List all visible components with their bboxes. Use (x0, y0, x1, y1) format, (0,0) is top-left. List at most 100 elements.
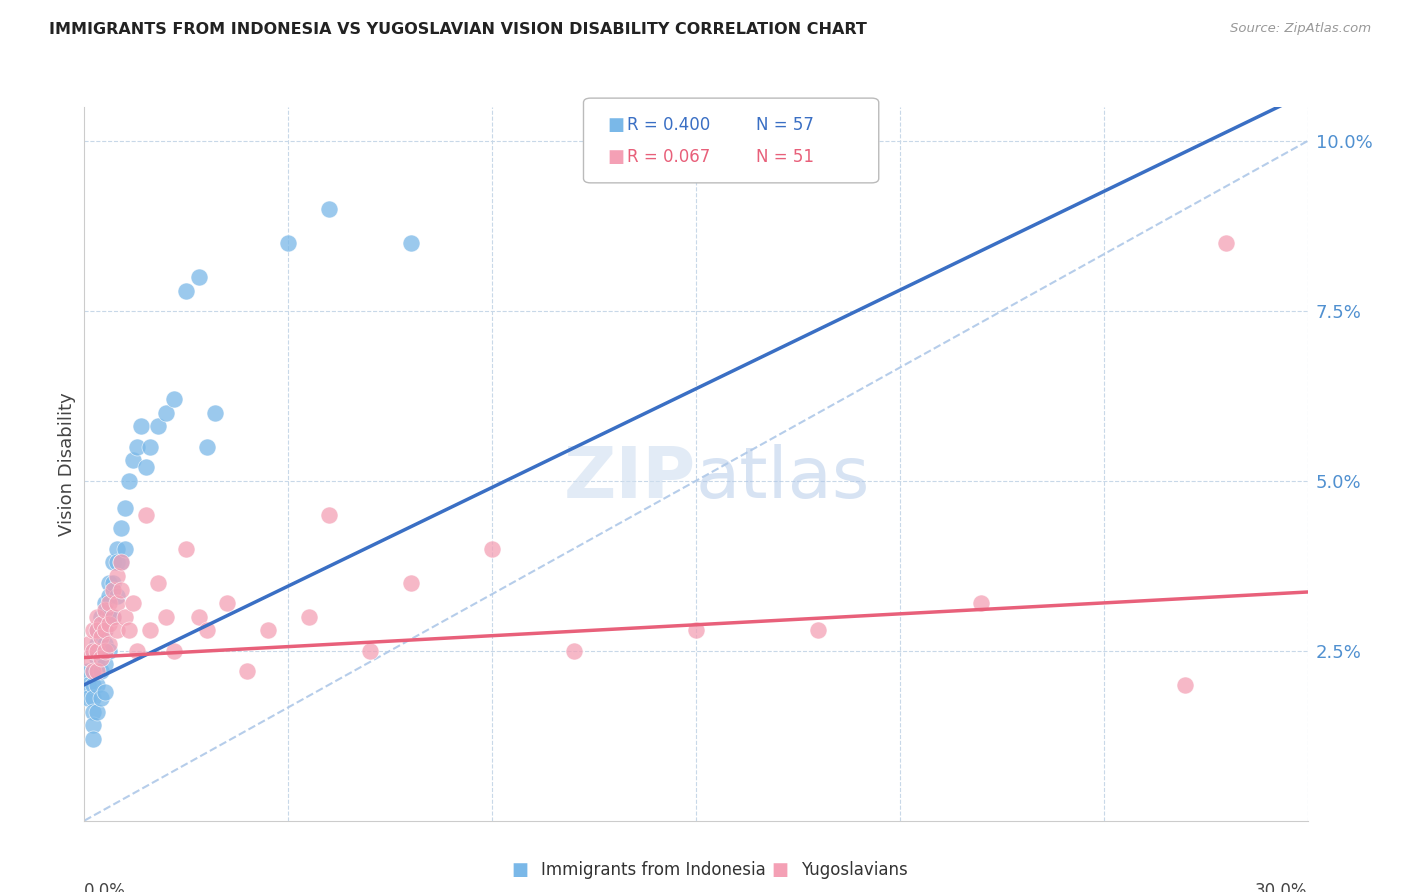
Point (97, 616, 120, 631)
Point (82, 664, 104, 678)
Point (86, 624, 108, 638)
Point (90, 624, 112, 638)
Point (163, 644, 186, 658)
Point (138, 624, 160, 638)
Point (138, 440, 160, 454)
Point (90, 644, 112, 658)
Point (93, 609, 115, 624)
Point (174, 541, 197, 556)
Text: atlas: atlas (696, 443, 870, 513)
Point (86, 644, 108, 658)
Point (277, 235, 299, 250)
Text: ■: ■ (772, 861, 789, 879)
Point (110, 521, 132, 535)
Text: Source: ZipAtlas.com: Source: ZipAtlas.com (1230, 22, 1371, 36)
Point (97, 590, 120, 604)
Point (318, 202, 340, 216)
Point (562, 644, 585, 658)
Text: Immigrants from Indonesia: Immigrants from Indonesia (541, 861, 766, 879)
Point (101, 582, 124, 597)
Point (195, 624, 218, 638)
Point (399, 235, 422, 250)
Point (135, 508, 157, 522)
Point (101, 609, 124, 624)
Point (86, 705, 108, 719)
Point (86, 650, 108, 665)
Point (93, 684, 115, 698)
Point (90, 616, 112, 631)
Point (236, 664, 259, 678)
Point (155, 406, 177, 420)
Point (82, 624, 104, 638)
Y-axis label: Vision Disability: Vision Disability (58, 392, 76, 536)
Point (1174, 678, 1197, 692)
Point (82, 691, 104, 706)
Point (86, 624, 108, 638)
Point (118, 624, 141, 638)
Point (105, 541, 128, 556)
Point (807, 624, 830, 638)
Point (105, 624, 128, 638)
Point (77, 637, 100, 651)
Text: ■: ■ (607, 148, 624, 166)
Point (82, 678, 104, 692)
Point (101, 555, 124, 569)
Point (93, 637, 115, 651)
Point (1215, 235, 1237, 250)
Point (77, 678, 100, 692)
Point (82, 705, 104, 719)
Point (135, 460, 157, 475)
Point (195, 440, 218, 454)
Point (93, 596, 115, 610)
Point (105, 569, 128, 583)
Point (90, 630, 112, 644)
Point (86, 609, 108, 624)
Point (82, 732, 104, 747)
Point (257, 624, 280, 638)
Point (77, 691, 100, 706)
Point (86, 664, 108, 678)
Point (82, 644, 104, 658)
Point (82, 644, 104, 658)
Point (110, 555, 132, 569)
Point (77, 664, 100, 678)
Point (127, 440, 149, 454)
Point (298, 609, 321, 624)
Point (114, 609, 136, 624)
Point (110, 582, 132, 597)
Point (163, 392, 186, 407)
Point (90, 664, 112, 678)
Point (90, 691, 112, 706)
Point (204, 406, 226, 420)
Point (97, 609, 120, 624)
Point (318, 508, 340, 522)
Point (105, 596, 128, 610)
Point (122, 453, 145, 467)
Point (77, 650, 100, 665)
Point (82, 718, 104, 732)
Text: R = 0.400: R = 0.400 (627, 116, 710, 135)
Point (146, 419, 169, 434)
Text: ZIP: ZIP (564, 443, 696, 513)
Text: ■: ■ (607, 116, 624, 135)
Point (86, 664, 108, 678)
Text: ■: ■ (512, 861, 529, 879)
Point (118, 474, 141, 488)
Point (110, 555, 132, 569)
Point (114, 541, 136, 556)
Point (90, 609, 112, 624)
Point (122, 596, 145, 610)
Point (90, 650, 112, 665)
Point (97, 644, 120, 658)
Point (114, 501, 136, 516)
Text: 30.0%: 30.0% (1256, 882, 1308, 892)
Text: R = 0.067: R = 0.067 (627, 148, 710, 166)
Point (146, 575, 169, 590)
Text: 0.0%: 0.0% (84, 882, 127, 892)
Point (93, 603, 115, 617)
Point (82, 664, 104, 678)
Point (970, 596, 993, 610)
Point (105, 555, 128, 569)
Point (359, 644, 381, 658)
Text: Yugoslavians: Yugoslavians (801, 861, 908, 879)
